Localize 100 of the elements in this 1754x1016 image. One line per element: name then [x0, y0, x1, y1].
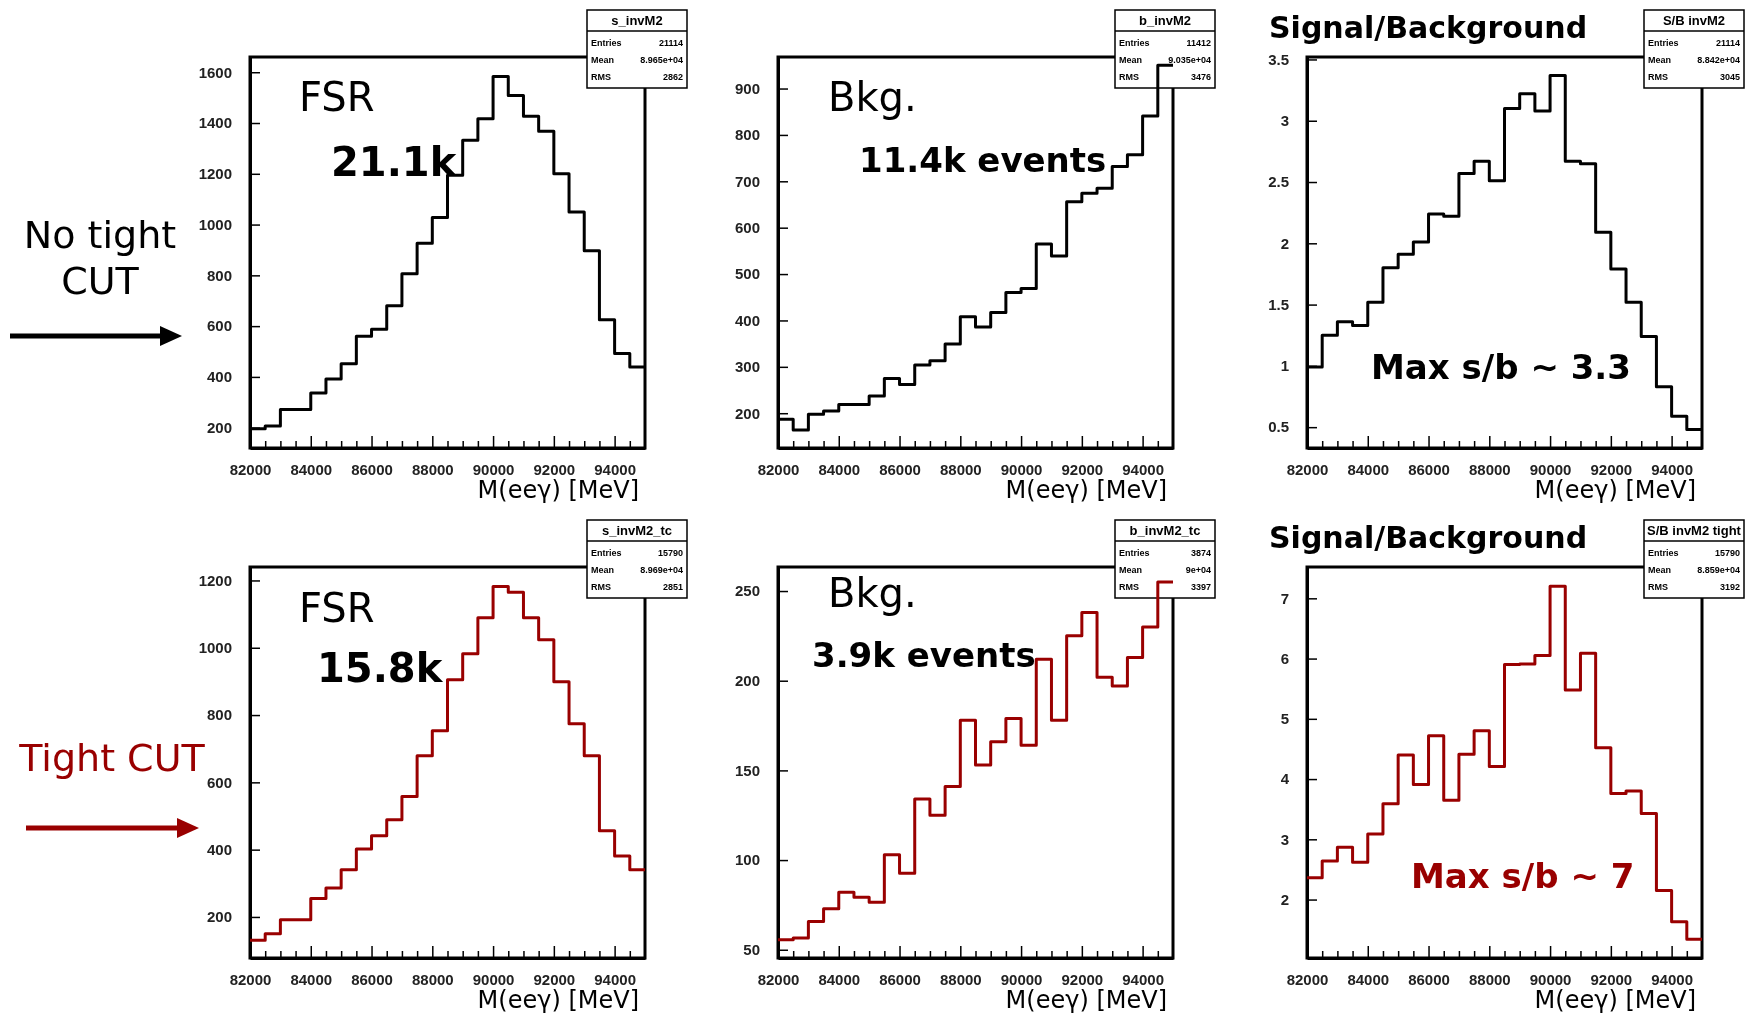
y-tick-label: 250: [734, 582, 760, 600]
y-tick-label: 150: [734, 761, 760, 779]
x-tick-label: 84000: [818, 970, 861, 988]
text: 15790: [1714, 548, 1740, 558]
x-tick-label: 84000: [1347, 460, 1390, 478]
x-axis-title: M(eeγ) [MeV]: [477, 986, 639, 1014]
y-tick-label: 3: [1280, 112, 1289, 130]
x-tick-label: 92000: [533, 970, 576, 988]
annotation: 3.9k events: [812, 634, 1036, 675]
text: 3874: [1190, 548, 1211, 558]
x-tick-label: 82000: [229, 970, 272, 988]
annotation: RMS: [591, 582, 611, 592]
x-tick-label: 94000: [1122, 970, 1164, 988]
y-tick-label: 2.5: [1268, 173, 1289, 191]
annotation: 8.969e+04: [640, 565, 683, 575]
annotation: Mean: [1648, 565, 1672, 575]
x-tick-label: 88000: [411, 970, 454, 988]
annotation: 8.842e+04: [1697, 55, 1740, 65]
x-tick-label: 84000: [290, 460, 333, 478]
text: Entries: [1119, 38, 1150, 48]
annotation: 21.1k: [331, 139, 458, 185]
x-tick-label: 94000: [1651, 970, 1693, 988]
annotation: Bkg.: [828, 570, 917, 616]
y-tick-label: 50: [743, 941, 760, 959]
text: 3476: [1190, 72, 1211, 82]
y-tick-label: 700: [734, 172, 760, 190]
text: s_invM2_tc: [601, 523, 673, 538]
text: 21114: [1715, 38, 1740, 48]
x-tick-label: 88000: [411, 460, 454, 478]
y-tick-label: 400: [206, 368, 232, 386]
text: b_invM2: [1138, 13, 1192, 28]
y-tick-label: 1600: [198, 63, 232, 81]
y-tick-label: 800: [206, 266, 232, 284]
x-tick-label: 90000: [1529, 970, 1572, 988]
y-tick-label: 400: [734, 311, 760, 329]
annotation: 11.4k events: [859, 139, 1107, 180]
text: 21114: [658, 38, 683, 48]
text: No tight: [23, 212, 177, 257]
y-tick-label: 6: [1280, 649, 1289, 667]
text: 2851: [662, 582, 683, 592]
text: Tight CUT: [18, 735, 206, 780]
y-tick-label: 300: [734, 358, 760, 376]
x-tick-label: 82000: [757, 460, 800, 478]
y-tick-label: 3: [1280, 830, 1289, 848]
y-tick-label: 7: [1280, 589, 1289, 607]
annotation: RMS: [1119, 582, 1139, 592]
x-tick-label: 86000: [351, 970, 393, 988]
x-tick-label: 90000: [472, 460, 515, 478]
x-axis-title: M(eeγ) [MeV]: [1005, 476, 1167, 504]
y-tick-label: 200: [206, 418, 232, 436]
y-tick-label: 200: [206, 908, 232, 926]
annotation: RMS: [1648, 582, 1668, 592]
y-tick-label: 2: [1280, 234, 1289, 252]
x-tick-label: 94000: [594, 970, 636, 988]
y-tick-label: 900: [734, 79, 760, 97]
x-tick-label: 86000: [351, 460, 393, 478]
y-tick-label: 4: [1280, 770, 1290, 788]
text: 2862: [662, 72, 683, 82]
annotation: Mean: [591, 55, 615, 65]
text: s_invM2: [611, 13, 663, 28]
x-tick-label: 88000: [1468, 460, 1511, 478]
x-tick-label: 88000: [939, 970, 982, 988]
text: 15790: [657, 548, 683, 558]
text: Entries: [1119, 548, 1150, 558]
x-tick-label: 86000: [879, 460, 921, 478]
annotation: 15.8k: [317, 645, 444, 691]
y-tick-label: 1000: [198, 215, 232, 233]
x-tick-label: 82000: [229, 460, 272, 478]
annotation: Mean: [1648, 55, 1672, 65]
x-tick-label: 94000: [1122, 460, 1164, 478]
annotation: RMS: [591, 72, 611, 82]
x-tick-label: 84000: [1347, 970, 1390, 988]
annotation: FSR: [299, 585, 375, 631]
y-tick-label: 5: [1280, 710, 1289, 728]
x-tick-label: 92000: [1590, 970, 1633, 988]
x-axis-title: M(eeγ) [MeV]: [1005, 986, 1167, 1014]
annotation: RMS: [1648, 72, 1668, 82]
x-tick-label: 86000: [1408, 460, 1450, 478]
y-tick-label: 600: [206, 317, 232, 335]
y-tick-label: 1200: [198, 165, 232, 183]
annotation: FSR: [299, 74, 375, 120]
annotation: 8.965e+04: [640, 55, 683, 65]
y-tick-label: 0.5: [1268, 418, 1289, 436]
x-tick-label: 84000: [290, 970, 333, 988]
annotation: Max s/b ~ 3.3: [1371, 346, 1631, 387]
y-tick-label: 200: [734, 672, 760, 690]
y-tick-label: 200: [734, 404, 760, 422]
y-tick-label: 800: [206, 706, 232, 724]
text: 11412: [1186, 38, 1211, 48]
y-tick-label: 500: [734, 265, 760, 283]
y-tick-label: 1200: [198, 571, 232, 589]
annotation: RMS: [1119, 72, 1139, 82]
text: Entries: [591, 38, 622, 48]
y-tick-label: 600: [734, 218, 760, 236]
x-tick-label: 90000: [1000, 970, 1043, 988]
text: Entries: [591, 548, 622, 558]
x-tick-label: 86000: [1408, 970, 1450, 988]
y-tick-label: 100: [734, 851, 760, 869]
x-tick-label: 90000: [1000, 460, 1043, 478]
text: b_invM2_tc: [1129, 523, 1201, 538]
